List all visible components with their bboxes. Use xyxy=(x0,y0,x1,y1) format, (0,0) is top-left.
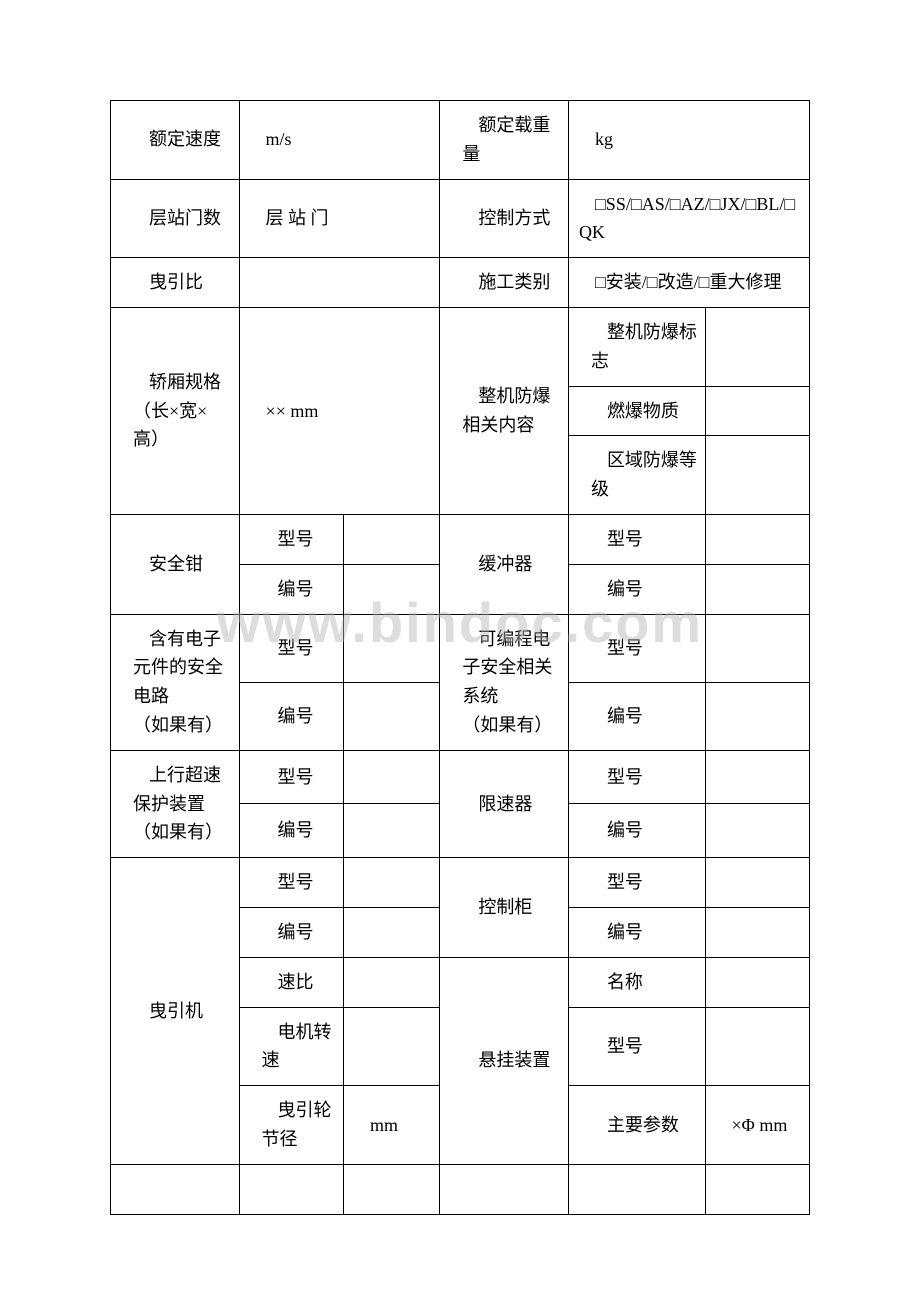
cell-label: 限速器 xyxy=(440,750,569,857)
table-row: 上行超速保护装置（如果有） 型号 限速器 型号 xyxy=(111,750,810,804)
cell-label: 编号 xyxy=(568,907,705,957)
cell-value: ×× mm xyxy=(239,307,440,514)
cell-value xyxy=(343,1007,439,1086)
cell-empty xyxy=(705,1164,809,1214)
cell-label: 主要参数 xyxy=(568,1086,705,1165)
cell-empty xyxy=(440,1164,569,1214)
table-row: 曳引比 施工类别 □安装/□改造/□重大修理 xyxy=(111,258,810,308)
cell-label: 层站门数 xyxy=(111,179,240,258)
table-row: 层站门数 层 站 门 控制方式 □SS/□AS/□AZ/□JX/□BL/□QK xyxy=(111,179,810,258)
cell-value xyxy=(239,258,440,308)
cell-label: 编号 xyxy=(568,564,705,614)
cell-value xyxy=(343,514,439,564)
cell-value xyxy=(705,614,809,682)
cell-label: 型号 xyxy=(568,750,705,804)
cell-value xyxy=(343,957,439,1007)
cell-label: 含有电子元件的安全电路 （如果有） xyxy=(111,614,240,750)
cell-label: 编号 xyxy=(239,804,343,858)
cell-label: 型号 xyxy=(568,614,705,682)
cell-value xyxy=(343,564,439,614)
cell-label: 编号 xyxy=(239,682,343,750)
cell-value xyxy=(705,514,809,564)
cell-label: 曳引轮节径 xyxy=(239,1086,343,1165)
cell-empty xyxy=(239,1164,343,1214)
cell-value xyxy=(343,804,439,858)
cell-value xyxy=(343,907,439,957)
cell-value xyxy=(705,957,809,1007)
cell-label: 编号 xyxy=(239,907,343,957)
cell-label: 整机防爆相关内容 xyxy=(440,307,569,514)
cell-label: 燃爆物质 xyxy=(568,386,705,436)
table-row: 轿厢规格 （长×宽×高） ×× mm 整机防爆相关内容 整机防爆标志 xyxy=(111,307,810,386)
cell-label: 悬挂装置 xyxy=(440,957,569,1164)
cell-label: 控制方式 xyxy=(440,179,569,258)
cell-label: 名称 xyxy=(568,957,705,1007)
cell-value: mm xyxy=(343,1086,439,1165)
cell-value xyxy=(343,682,439,750)
cell-label: 曳引比 xyxy=(111,258,240,308)
cell-value: m/s xyxy=(239,101,440,180)
cell-label: 区域防爆等级 xyxy=(568,436,705,515)
cell-value xyxy=(343,750,439,804)
cell-value xyxy=(705,564,809,614)
cell-label: 型号 xyxy=(568,514,705,564)
cell-label: 额定速度 xyxy=(111,101,240,180)
cell-value xyxy=(705,307,809,386)
cell-value xyxy=(705,436,809,515)
cell-value xyxy=(705,750,809,804)
cell-label: 安全钳 xyxy=(111,514,240,614)
cell-label: 编号 xyxy=(568,804,705,858)
table-row: 曳引机 型号 控制柜 型号 xyxy=(111,858,810,908)
cell-value: ×Φ mm xyxy=(705,1086,809,1165)
cell-value: □安装/□改造/□重大修理 xyxy=(568,258,809,308)
cell-value xyxy=(705,682,809,750)
cell-label: 型号 xyxy=(568,858,705,908)
cell-value: kg xyxy=(568,101,809,180)
cell-label: 控制柜 xyxy=(440,858,569,958)
cell-label: 编号 xyxy=(568,682,705,750)
table-row xyxy=(111,1164,810,1214)
cell-label: 可编程电子安全相关系统 （如果有） xyxy=(440,614,569,750)
cell-label: 型号 xyxy=(239,750,343,804)
table-row: 含有电子元件的安全电路 （如果有） 型号 可编程电子安全相关系统 （如果有） 型… xyxy=(111,614,810,682)
cell-value xyxy=(705,1007,809,1086)
cell-label: 编号 xyxy=(239,564,343,614)
spec-table: 额定速度 m/s 额定载重量 kg 层站门数 层 站 门 控制方式 □SS/□A… xyxy=(110,100,810,1215)
cell-empty xyxy=(111,1164,240,1214)
cell-label: 型号 xyxy=(239,858,343,908)
cell-value xyxy=(343,858,439,908)
cell-label: 缓冲器 xyxy=(440,514,569,614)
cell-value xyxy=(705,858,809,908)
cell-label: 型号 xyxy=(568,1007,705,1086)
cell-value xyxy=(705,804,809,858)
cell-value: 层 站 门 xyxy=(239,179,440,258)
cell-label: 轿厢规格 （长×宽×高） xyxy=(111,307,240,514)
cell-empty xyxy=(343,1164,439,1214)
table-row: 额定速度 m/s 额定载重量 kg xyxy=(111,101,810,180)
cell-label: 额定载重量 xyxy=(440,101,569,180)
cell-label: 型号 xyxy=(239,514,343,564)
cell-label: 上行超速保护装置（如果有） xyxy=(111,750,240,857)
cell-value: □SS/□AS/□AZ/□JX/□BL/□QK xyxy=(568,179,809,258)
cell-value xyxy=(343,614,439,682)
cell-label: 电机转速 xyxy=(239,1007,343,1086)
cell-label: 整机防爆标志 xyxy=(568,307,705,386)
table-row: 安全钳 型号 缓冲器 型号 xyxy=(111,514,810,564)
cell-label: 曳引机 xyxy=(111,858,240,1165)
cell-label: 施工类别 xyxy=(440,258,569,308)
cell-value xyxy=(705,386,809,436)
cell-value xyxy=(705,907,809,957)
cell-empty xyxy=(568,1164,705,1214)
cell-label: 型号 xyxy=(239,614,343,682)
cell-label: 速比 xyxy=(239,957,343,1007)
